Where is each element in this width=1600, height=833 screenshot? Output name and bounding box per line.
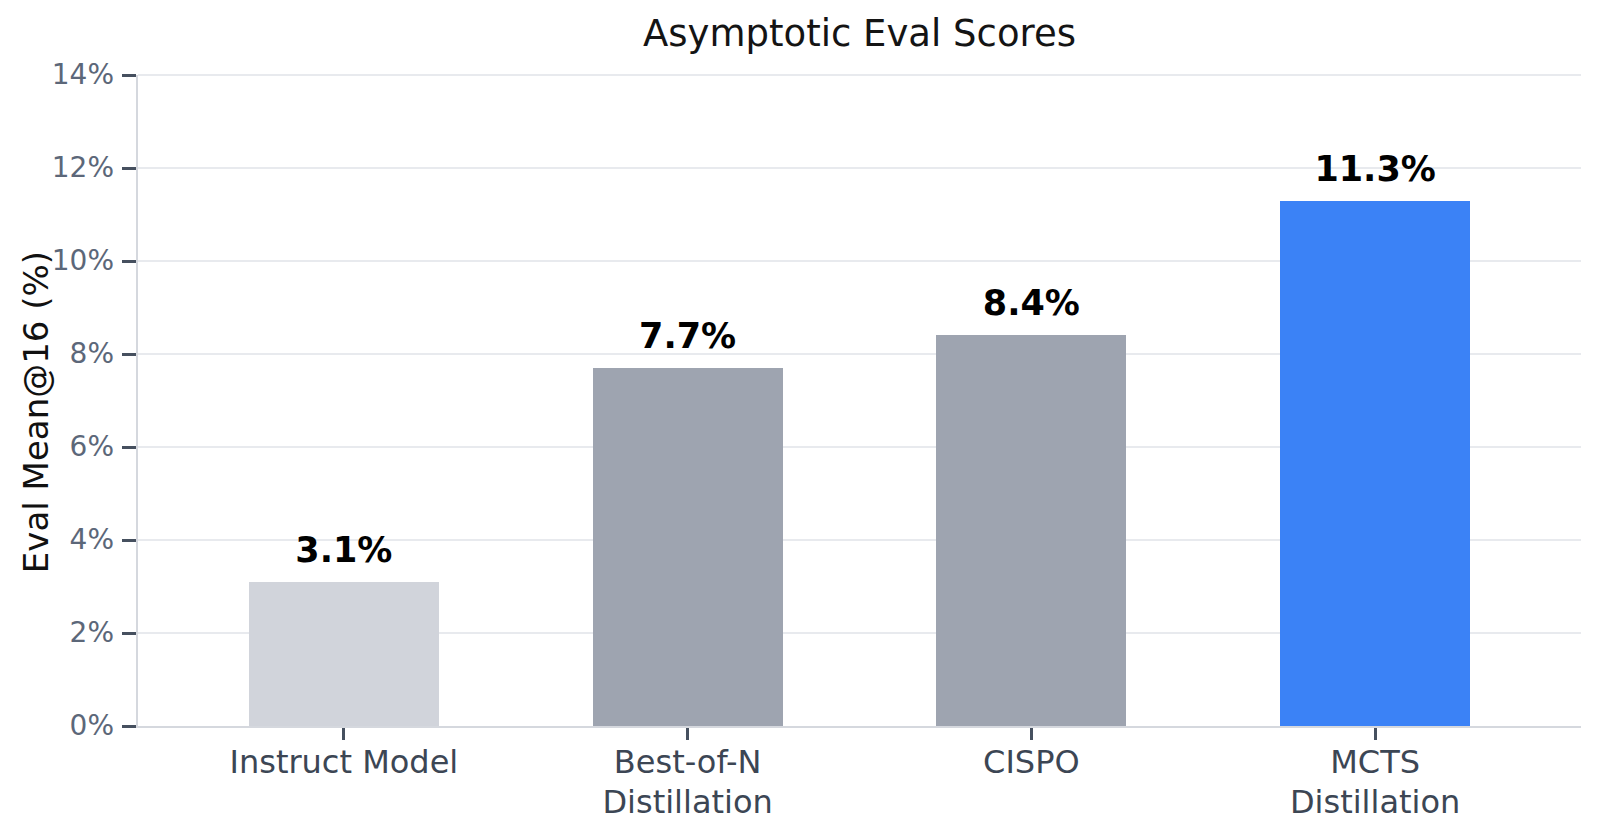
x-tick [1374,728,1377,740]
y-tick [122,725,136,728]
y-tick-label: 10% [0,241,114,281]
bar-value-label: 7.7% [538,314,838,358]
x-tick [686,728,689,740]
bar-value-label: 3.1% [194,528,494,572]
x-tick-label: Best-of-N Distillation [508,742,868,822]
x-tick-label: Instruct Model [164,742,524,782]
y-tick-label: 12% [0,148,114,188]
bar-best-of-n-distillation [593,368,783,726]
y-tick-label: 0% [0,706,114,746]
y-tick [122,353,136,356]
y-tick [122,539,136,542]
bar-cispo [936,335,1126,726]
y-tick-label: 4% [0,520,114,560]
y-tick-label: 6% [0,427,114,467]
x-tick-label: MCTS Distillation [1195,742,1555,822]
y-tick-label: 2% [0,613,114,653]
x-tick [342,728,345,740]
bar-value-label: 11.3% [1225,147,1525,191]
x-tick [1030,728,1033,740]
y-tick [122,74,136,77]
y-tick [122,167,136,170]
y-tick [122,260,136,263]
y-tick-label: 14% [0,55,114,95]
y-tick-label: 8% [0,334,114,374]
figure: Asymptotic Eval Scores Eval Mean@16 (%) … [0,0,1600,833]
x-tick-label: CISPO [851,742,1211,782]
bar-instruct-model [249,582,439,726]
x-axis-line [136,726,1581,728]
bar-mcts-distillation [1280,201,1470,726]
y-tick [122,446,136,449]
chart-title: Asymptotic Eval Scores [138,12,1581,56]
y-axis-spine [136,75,138,726]
y-tick [122,632,136,635]
bar-value-label: 8.4% [881,281,1181,325]
gridline [138,74,1581,76]
